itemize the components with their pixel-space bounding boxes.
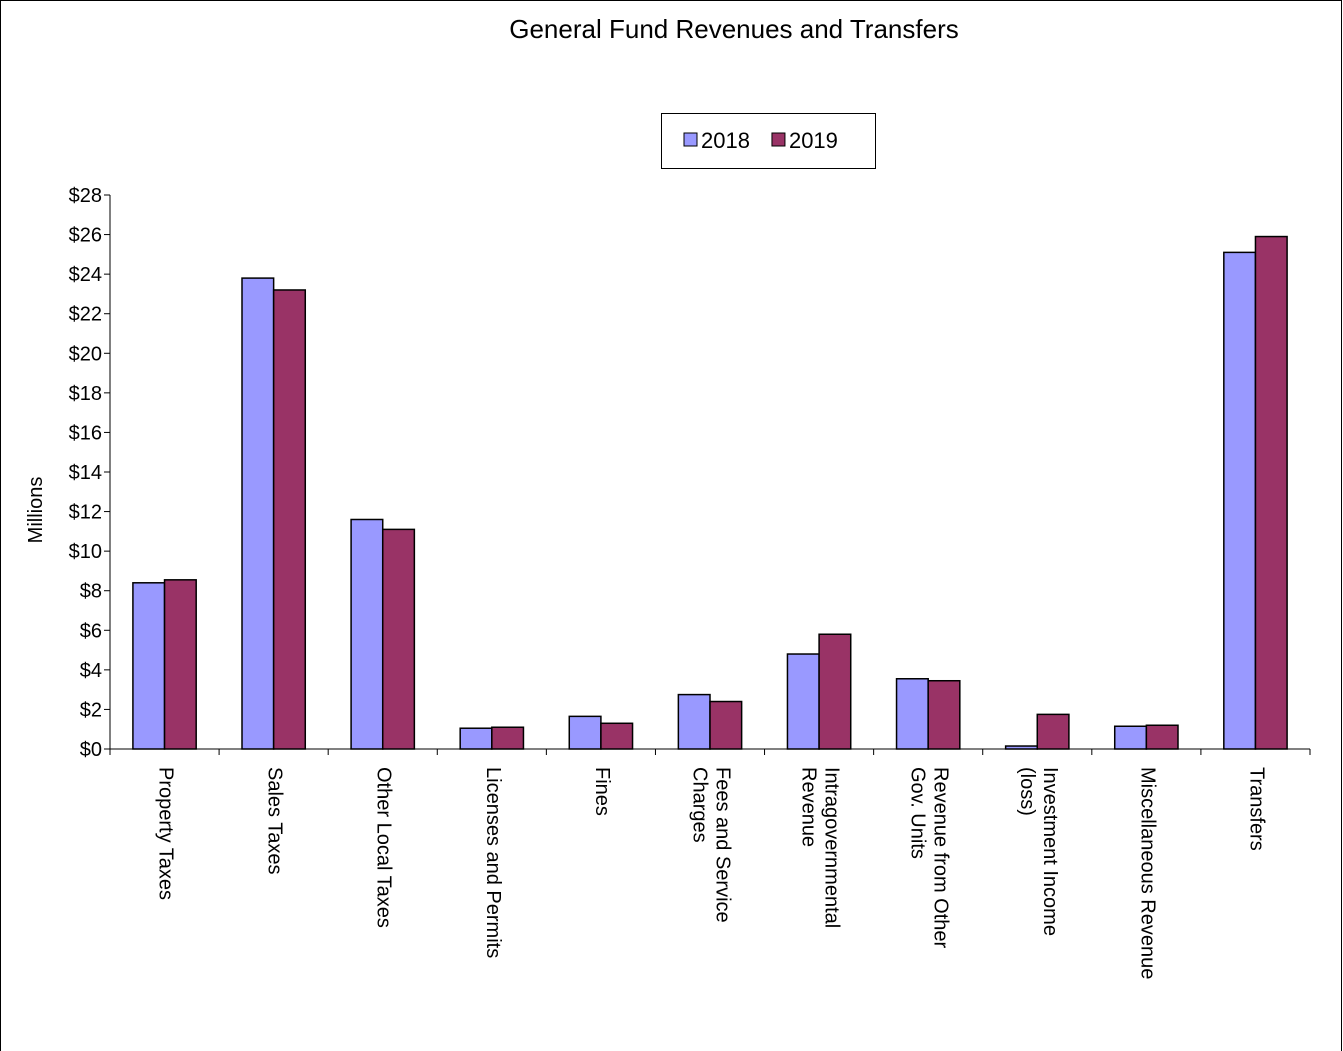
x-tick-label-line: Other Local Taxes: [373, 767, 395, 928]
x-tick-label: Property Taxes: [155, 767, 177, 900]
x-tick-label-line: Revenue from Other: [930, 767, 952, 949]
x-tick-label: Fines: [591, 767, 613, 816]
x-tick-label-line: (loss): [1016, 767, 1038, 816]
y-tick-label: $26: [69, 225, 102, 247]
bar: [1145, 724, 1179, 750]
x-tick-label: Other Local Taxes: [373, 767, 395, 928]
x-tick-label: Transfers: [1245, 767, 1267, 851]
legend-swatch: [771, 132, 786, 147]
y-tick-label: $20: [69, 343, 102, 365]
bar: [459, 727, 493, 750]
bar: [381, 528, 416, 750]
y-tick-label: $16: [69, 422, 102, 444]
bar: [600, 722, 634, 750]
x-tick-label-line: Fees and Service: [712, 767, 734, 923]
x-tick-label-line: Gov. Units: [907, 767, 929, 859]
x-tick-label: IntragovernmentalRevenue: [798, 767, 843, 928]
y-tick-label: $18: [69, 383, 102, 405]
x-tick-label-line: Property Taxes: [155, 767, 177, 900]
x-tick-label-line: Revenue: [798, 767, 820, 847]
chart-title: General Fund Revenues and Transfers: [509, 14, 958, 44]
x-tick-label: Licenses and Permits: [482, 767, 504, 958]
y-tick-label: $12: [69, 502, 102, 524]
x-tick-label-line: Intragovernmental: [821, 767, 843, 928]
x-tick-label-line: Charges: [689, 767, 711, 843]
bar: [927, 679, 961, 750]
bar: [1254, 235, 1288, 750]
x-tick-label: Miscellaneous Revenue: [1136, 767, 1158, 979]
bar: [491, 726, 525, 750]
y-tick-label: $0: [80, 739, 102, 761]
y-tick-label: $8: [80, 581, 102, 603]
bar: [1113, 725, 1148, 750]
y-tick-label: $2: [80, 699, 102, 721]
bar: [241, 277, 275, 750]
y-tick-label: $10: [69, 541, 102, 563]
bar: [350, 518, 384, 750]
bar: [709, 700, 743, 750]
x-tick-label-line: Transfers: [1245, 767, 1267, 851]
bar: [677, 693, 711, 750]
y-tick-label: $24: [69, 264, 102, 286]
x-tick-label: Sales Taxes: [264, 767, 286, 874]
legend-swatch: [683, 132, 698, 147]
bar: [786, 653, 820, 750]
legend-label: 2018: [701, 128, 750, 153]
y-tick-label: $14: [69, 462, 102, 484]
x-tick-label: Fees and ServiceCharges: [689, 767, 734, 923]
y-tick-label: $6: [80, 620, 102, 642]
x-tick-label-line: Licenses and Permits: [482, 767, 504, 958]
bar: [272, 289, 307, 750]
x-tick-label: Investment Income(loss): [1016, 767, 1061, 936]
y-tick-label: $22: [69, 304, 102, 326]
y-tick-label: $4: [80, 660, 102, 682]
x-tick-label-line: Fines: [591, 767, 613, 816]
bar: [132, 582, 166, 750]
x-tick-label-line: Sales Taxes: [264, 767, 286, 874]
x-tick-label-line: Miscellaneous Revenue: [1136, 767, 1158, 979]
bar: [818, 633, 852, 750]
bar: [163, 579, 197, 750]
y-tick-label: $28: [69, 185, 102, 207]
bar: [895, 678, 929, 750]
x-tick-label-line: Investment Income: [1039, 767, 1061, 936]
legend-label: 2019: [789, 128, 838, 153]
bar: [1223, 251, 1257, 750]
bar: [1036, 713, 1070, 750]
x-tick-label: Revenue from OtherGov. Units: [907, 767, 952, 949]
y-axis-label: Millions: [25, 477, 47, 544]
bar: [568, 715, 602, 750]
